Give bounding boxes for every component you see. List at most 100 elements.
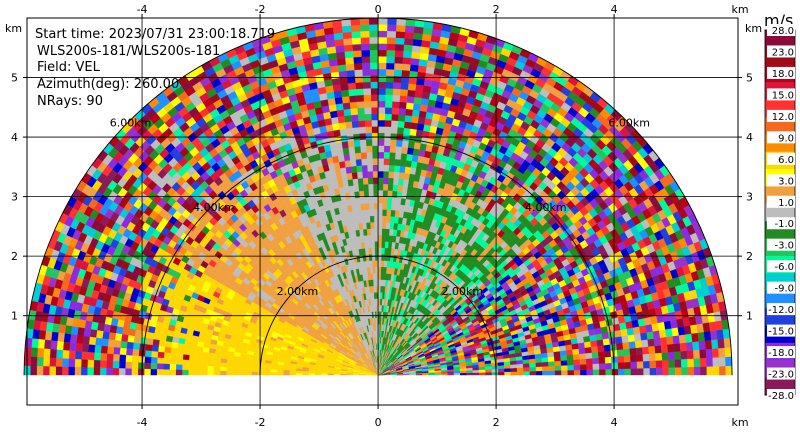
velocity-cell <box>510 371 518 376</box>
velocity-cell <box>369 209 375 217</box>
velocity-cell <box>369 49 379 57</box>
velocity-cell <box>392 94 401 102</box>
velocity-cell <box>472 372 480 376</box>
velocity-cell <box>516 371 524 376</box>
velocity-cell <box>385 94 393 102</box>
velocity-cell <box>491 368 499 373</box>
velocity-cell <box>397 114 406 122</box>
velocity-cell <box>388 235 393 243</box>
velocity-cell <box>389 139 397 147</box>
velocity-cell <box>382 196 388 204</box>
velocity-cell <box>529 366 537 372</box>
velocity-cell <box>381 241 386 248</box>
velocity-cell <box>372 177 379 185</box>
velocity-cell <box>592 357 600 365</box>
velocity-cell <box>504 368 511 373</box>
velocity-cell <box>409 128 417 136</box>
velocity-cell <box>360 30 370 38</box>
velocity-cell <box>372 266 376 274</box>
velocity-cell <box>578 347 586 355</box>
velocity-cell <box>572 348 580 355</box>
velocity-cell <box>391 113 399 122</box>
velocity-cell <box>573 359 581 366</box>
velocity-cell <box>579 353 587 360</box>
velocity-cell <box>674 359 682 368</box>
velocity-cell <box>479 372 486 376</box>
velocity-cell <box>373 196 379 204</box>
velocity-cell <box>380 285 383 293</box>
velocity-cell <box>345 63 355 71</box>
velocity-cell <box>584 346 593 354</box>
velocity-cell <box>371 260 376 268</box>
velocity-cell <box>382 202 388 210</box>
velocity-cell <box>649 367 657 376</box>
velocity-cell <box>635 347 643 355</box>
velocity-cell <box>338 122 347 130</box>
velocity-cell <box>516 367 524 372</box>
velocity-field <box>24 18 733 376</box>
velocity-cell <box>381 228 386 236</box>
velocity-cell <box>367 183 374 191</box>
velocity-cell <box>364 196 370 204</box>
velocity-cell <box>712 366 720 376</box>
velocity-cell <box>395 197 402 205</box>
velocity-cell <box>377 190 384 197</box>
velocity-cell <box>377 151 385 159</box>
velocity-cell <box>377 241 382 248</box>
velocity-cell <box>342 31 352 40</box>
velocity-cell <box>497 371 505 376</box>
velocity-cell <box>697 331 706 342</box>
velocity-cell <box>383 254 388 261</box>
velocity-cell <box>366 158 373 166</box>
velocity-cell <box>380 273 384 280</box>
velocity-cell <box>377 107 386 114</box>
velocity-cell <box>681 366 688 376</box>
velocity-cell <box>363 88 371 96</box>
velocity-cell <box>553 355 562 362</box>
velocity-cell <box>377 81 386 89</box>
velocity-cell <box>660 344 669 353</box>
velocity-cell <box>332 84 342 92</box>
velocity-cell <box>529 362 537 368</box>
velocity-cell <box>393 69 403 77</box>
velocity-cell <box>373 221 379 229</box>
velocity-cell <box>413 26 424 34</box>
velocity-cell <box>383 151 390 159</box>
velocity-cell <box>609 343 618 351</box>
velocity-cell <box>369 62 379 70</box>
velocity-cell <box>597 345 605 353</box>
velocity-cell <box>377 18 388 25</box>
velocity-cell <box>504 371 511 376</box>
velocity-cell <box>579 364 587 371</box>
velocity-cell <box>336 57 346 66</box>
velocity-cell <box>395 31 406 39</box>
velocity-cell <box>336 109 345 118</box>
velocity-cell <box>339 128 347 136</box>
velocity-cell <box>372 151 379 159</box>
velocity-cell <box>554 365 562 371</box>
velocity-cell <box>393 75 402 83</box>
velocity-cell <box>685 341 694 351</box>
velocity-cell <box>535 362 543 368</box>
velocity-cell <box>387 183 394 191</box>
velocity-cell <box>337 64 347 72</box>
velocity-cell <box>384 247 389 255</box>
velocity-cell <box>377 260 382 267</box>
velocity-cell <box>367 241 372 249</box>
velocity-cell <box>358 184 364 192</box>
velocity-cell <box>602 338 611 346</box>
velocity-cell <box>725 365 733 376</box>
velocity-cell <box>372 158 379 165</box>
velocity-cell <box>363 183 369 191</box>
velocity-cell <box>410 57 420 66</box>
velocity-cell <box>370 100 379 108</box>
velocity-cell <box>377 94 386 102</box>
velocity-cell <box>626 327 635 336</box>
velocity-cell <box>382 190 388 198</box>
velocity-cell <box>377 119 385 127</box>
velocity-cell <box>397 184 403 192</box>
velocity-cell <box>360 209 366 217</box>
velocity-cell <box>355 158 362 167</box>
velocity-cell <box>377 215 383 223</box>
velocity-cell <box>351 31 361 39</box>
